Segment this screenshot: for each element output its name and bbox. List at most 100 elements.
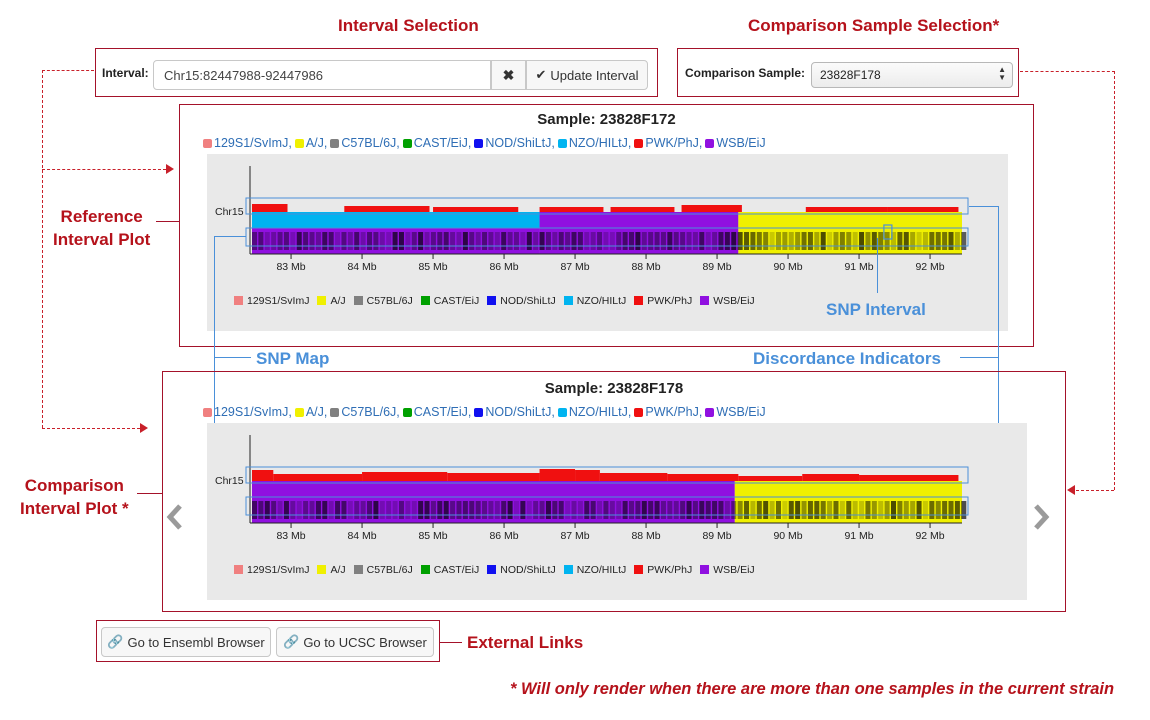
x-tick-label: 83 Mb (276, 530, 306, 542)
snp-mark (392, 232, 398, 250)
legend-label: NZO/HILtJ, (568, 405, 632, 419)
discordance-indicator-box (245, 197, 969, 215)
snp-mark (871, 232, 877, 250)
snp-mark (545, 232, 551, 250)
snp-mark (756, 501, 762, 519)
legend-swatch (203, 408, 212, 417)
discordance-bar (887, 207, 959, 212)
snp-mark (718, 501, 724, 519)
snp-mark (418, 232, 424, 250)
snp-mark (322, 232, 328, 250)
legend-item: WSB/EiJ (692, 295, 755, 307)
snp-mark (750, 232, 756, 250)
snp-mark (807, 501, 813, 519)
snp-mark (405, 501, 411, 519)
snp-mark (603, 232, 609, 250)
legend-swatch (557, 408, 567, 417)
connector-comparison-plot (137, 493, 163, 494)
legend-item[interactable]: NZO/HILtJ, (555, 136, 631, 150)
legend-swatch (705, 408, 715, 417)
legend-swatch (487, 296, 497, 305)
snp-mark (258, 501, 264, 519)
legend-item[interactable]: WSB/EiJ (702, 136, 766, 150)
snp-mark (699, 501, 705, 519)
arrow-to-comparison-plot (140, 423, 148, 433)
snp-map-line (214, 357, 251, 358)
snp-mark (922, 501, 928, 519)
snp-mark (801, 232, 807, 250)
snp-mark (303, 501, 309, 519)
snp-mark (584, 501, 590, 519)
legend-item[interactable]: PWK/PhJ, (631, 405, 702, 419)
link-icon: 🔗 (283, 634, 300, 649)
legend-swatch (402, 139, 412, 148)
snp-mark (443, 501, 449, 519)
snp-mark (386, 232, 392, 250)
discordance-ref-tick (969, 206, 998, 207)
snp-mark (884, 232, 890, 250)
haplotype-block-top (252, 212, 540, 228)
snp-mark (782, 232, 788, 250)
legend-item[interactable]: A/J, (292, 405, 327, 419)
prev-sample-button[interactable] (162, 500, 188, 534)
legend-item[interactable]: NOD/ShiLtJ, (471, 136, 555, 150)
ensembl-browser-button[interactable]: 🔗 Go to Ensembl Browser (101, 627, 271, 657)
legend-label: C57BL/6J (366, 295, 413, 307)
snp-mark (910, 232, 916, 250)
legend-item: WSB/EiJ (692, 564, 755, 576)
legend-item[interactable]: CAST/EiJ, (400, 136, 471, 150)
legend-item[interactable]: 129S1/SvImJ, (200, 405, 292, 419)
legend-item[interactable]: WSB/EiJ (702, 405, 766, 419)
legend-item: CAST/EiJ (413, 295, 479, 307)
discordance-bar (362, 472, 448, 481)
snp-mark (724, 232, 730, 250)
legend-item: NOD/ShiLtJ (479, 564, 556, 576)
legend-item: PWK/PhJ (626, 295, 692, 307)
legend-item[interactable]: 129S1/SvImJ, (200, 136, 292, 150)
snp-mark (360, 501, 366, 519)
legend-item[interactable]: A/J, (292, 136, 327, 150)
snp-mark (367, 232, 373, 250)
legend-label: PWK/PhJ, (645, 405, 703, 419)
snp-mark (386, 501, 392, 519)
snp-mark (507, 501, 513, 519)
snp-mark (456, 232, 462, 250)
comparison-sample-select[interactable]: 23828F178 ▲ ▼ (811, 62, 1013, 88)
snp-mark (296, 232, 302, 250)
interval-input[interactable]: Chr15:82447988-92447986 (153, 60, 491, 90)
legend-item[interactable]: PWK/PhJ, (631, 136, 702, 150)
snp-mark (801, 501, 807, 519)
snp-mark (935, 501, 941, 519)
ucsc-browser-button[interactable]: 🔗 Go to UCSC Browser (276, 627, 434, 657)
snp-mark (609, 232, 615, 250)
snp-mark (264, 232, 270, 250)
dotted-connector-left-to-cmp (42, 428, 140, 429)
legend-item[interactable]: C57BL/6J, (327, 405, 400, 419)
snp-mark (264, 501, 270, 519)
snp-mark (469, 501, 475, 519)
discordance-bar (447, 473, 540, 481)
snp-mark (680, 501, 686, 519)
reference-bottom-legend: 129S1/SvImJ A/J C57BL/6J CAST/EiJ NOD/ShiLtJ… (226, 295, 755, 307)
snp-mark (724, 501, 730, 519)
legend-item[interactable]: CAST/EiJ, (400, 405, 471, 419)
legend-item[interactable]: NOD/ShiLtJ, (471, 405, 555, 419)
snp-mark (283, 232, 289, 250)
clear-interval-button[interactable]: ✖ (491, 60, 526, 90)
snp-mark (411, 232, 417, 250)
snp-mark (335, 232, 341, 250)
snp-mark (788, 501, 794, 519)
next-sample-button[interactable] (1028, 500, 1054, 534)
reference-plot-panel: Sample: 23828F172 129S1/SvImJ, A/J, C57BL/… (179, 104, 1034, 347)
update-interval-button[interactable]: ✔ Update Interval (526, 60, 648, 90)
legend-swatch (487, 565, 497, 574)
haplotype-block-top (734, 481, 962, 497)
snp-mark (405, 232, 411, 250)
legend-item[interactable]: C57BL/6J, (327, 136, 400, 150)
legend-label: C57BL/6J, (341, 405, 400, 419)
legend-swatch (700, 296, 710, 305)
legend-item[interactable]: NZO/HILtJ, (555, 405, 632, 419)
snp-mark (680, 232, 686, 250)
snp-mark (705, 232, 711, 250)
snp-mark (597, 501, 603, 519)
